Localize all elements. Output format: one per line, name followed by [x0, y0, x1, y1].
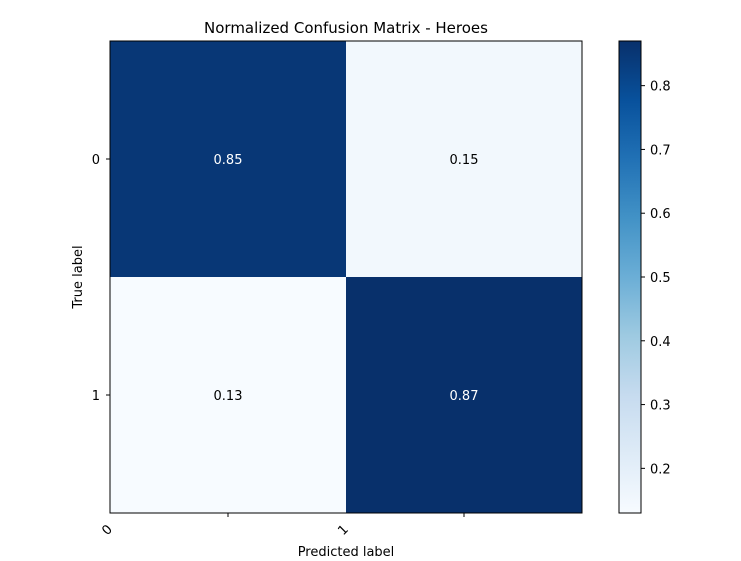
colorbar-tick-label: 0.3 — [650, 399, 671, 414]
cell-value-label-1-0: 0.13 — [214, 389, 243, 404]
x-tick-label: 0 — [99, 522, 115, 538]
colorbar-ticks: 0.2 0.3 0.4 0.5 0.6 0.7 0.8 — [641, 80, 671, 477]
heatmap-cell-1-0 — [110, 277, 346, 513]
colorbar-tick-label: 0.7 — [650, 143, 671, 158]
y-tick-label: 1 — [92, 389, 100, 404]
colorbar-tick-label: 0.5 — [650, 271, 671, 286]
cell-value-label-1-1: 0.87 — [450, 389, 479, 404]
x-tick-label: 1 — [335, 522, 351, 538]
heatmap-cell-1-1 — [346, 277, 582, 513]
x-axis-label: Predicted label — [298, 545, 395, 560]
heatmap-cell-labels: 0.85 0.15 0.13 0.87 — [214, 153, 479, 404]
cell-value-label-0-1: 0.15 — [450, 153, 479, 168]
y-tick-label: 0 — [92, 153, 100, 168]
colorbar-tick-label: 0.8 — [650, 80, 671, 95]
colorbar — [618, 40, 642, 514]
plot-frame — [109, 40, 583, 514]
colorbar-tick-label: 0.2 — [650, 462, 671, 477]
chart-title: Normalized Confusion Matrix - Heroes — [204, 19, 488, 37]
y-axis-ticks: 01 — [92, 153, 110, 404]
cell-value-label-0-0: 0.85 — [214, 153, 243, 168]
y-axis-label: True label — [71, 245, 86, 309]
heatmap-cell-0-0 — [110, 41, 346, 277]
colorbar-tick-label: 0.6 — [650, 207, 671, 222]
heatmap-cell-0-1 — [346, 41, 582, 277]
heatmap-cells — [110, 41, 582, 513]
colorbar-tick-label: 0.4 — [650, 335, 671, 350]
